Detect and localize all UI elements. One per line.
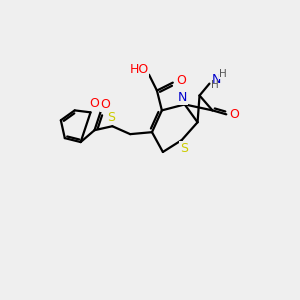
Text: N: N [178, 91, 188, 104]
Text: O: O [176, 74, 186, 87]
Text: H: H [211, 80, 218, 90]
Text: S: S [107, 111, 116, 124]
Text: N: N [212, 73, 221, 86]
Text: O: O [100, 98, 110, 111]
Text: O: O [229, 108, 239, 121]
Text: S: S [180, 142, 188, 154]
Text: HO: HO [130, 63, 149, 76]
Text: O: O [90, 97, 100, 110]
Text: H: H [219, 69, 227, 79]
